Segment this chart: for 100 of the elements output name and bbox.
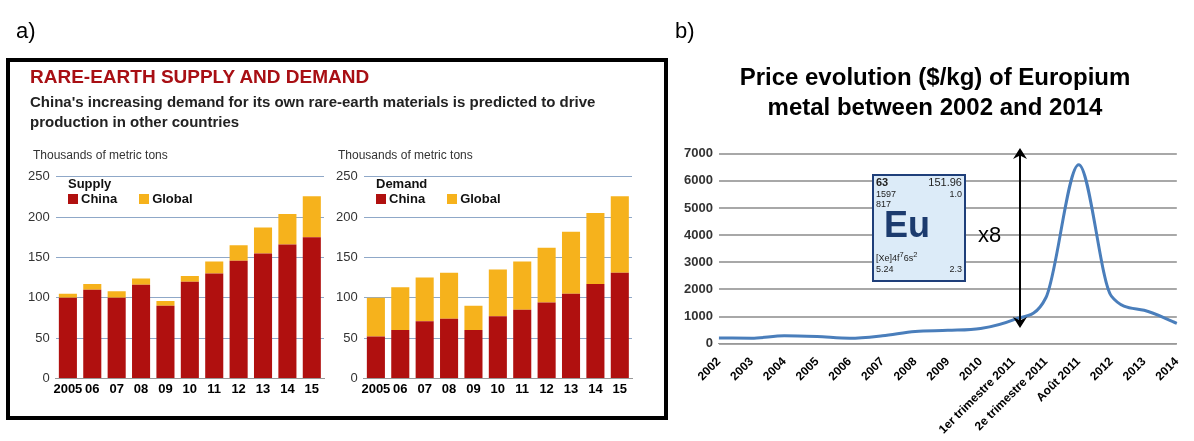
annotation: 63 [876, 176, 889, 188]
bar [83, 289, 102, 378]
chart-title: Price evolution ($/kg) of Europium metal between 2002 and 2014 [738, 62, 1132, 122]
legend-title: Demand [376, 176, 429, 191]
bar [415, 277, 434, 322]
bar [253, 253, 273, 378]
x-tick-label: 11 [515, 380, 530, 396]
x-tick-label: 08 [133, 380, 149, 396]
legend-label: Global [459, 191, 501, 206]
y-tick-label: 100 [335, 289, 358, 305]
bar [366, 336, 385, 378]
x-tick-label: 12 [231, 380, 246, 396]
x-tick-label: 13 [255, 380, 271, 396]
bar [205, 261, 224, 274]
y-tick-label: 150 [27, 249, 50, 265]
bar [513, 261, 532, 310]
bar [537, 247, 556, 303]
bar [156, 300, 175, 306]
bar [488, 269, 507, 317]
y-tick-label: 50 [35, 329, 50, 345]
bar [83, 284, 102, 290]
chart-title: RARE-EARTH SUPPLY AND DEMAND [30, 66, 371, 88]
annotation: 5.24 [876, 264, 894, 274]
annotation: 817 [876, 199, 892, 209]
bar [229, 260, 248, 378]
x-tick-label: 06 [85, 380, 100, 396]
annotation: 2.3 [949, 264, 962, 274]
x-tick-label: 2005 [53, 380, 83, 396]
y-tick-label: 100 [27, 289, 50, 305]
y-tick-label: 1000 [684, 308, 713, 324]
bar [415, 321, 434, 378]
bar [156, 305, 175, 378]
bar [561, 293, 581, 378]
bar [440, 272, 459, 319]
bar [391, 330, 410, 378]
y-tick-label: 3000 [684, 253, 713, 269]
bar [253, 227, 273, 254]
bar [107, 297, 126, 378]
legend-label: China [80, 191, 118, 206]
bar [278, 244, 297, 378]
annotation: 1.0 [949, 189, 962, 199]
bar [132, 284, 151, 378]
bar [205, 273, 224, 378]
bar [302, 237, 321, 378]
y-axis-title: Thousands of metric tons [338, 148, 473, 162]
y-tick-label: 0 [705, 335, 713, 351]
legend-title: Supply [68, 176, 113, 191]
bar [464, 330, 483, 378]
x-tick-label: 15 [304, 380, 320, 396]
line-series [717, 163, 1179, 340]
bar [586, 213, 605, 285]
annotation: 1597 [876, 189, 897, 199]
y-tick-label: 7000 [684, 145, 713, 161]
y-tick-label: 6000 [684, 172, 713, 188]
bar [464, 305, 483, 331]
bar [180, 275, 199, 282]
x-tick-label: 08 [441, 380, 457, 396]
y-tick-label: 50 [343, 329, 358, 345]
annotation: 151.96 [928, 176, 962, 188]
bar [440, 318, 459, 378]
y-tick-label: 150 [335, 249, 358, 265]
bar [488, 316, 507, 378]
bar [132, 278, 151, 285]
bar [610, 272, 629, 378]
y-tick-label: 5000 [684, 199, 713, 215]
chart-subtitle: China's increasing demand for its own rare-earth materials is predicted to drive production in other countries [30, 92, 597, 132]
bar [180, 281, 199, 378]
bar [302, 196, 321, 238]
bar [537, 302, 556, 378]
x-tick-label: 15 [612, 380, 628, 396]
x-tick-label: 12 [539, 380, 554, 396]
bar [586, 284, 605, 378]
bar [513, 309, 532, 378]
y-tick-label: 4000 [684, 226, 713, 242]
y-tick-label: 200 [335, 208, 358, 224]
bar [366, 297, 385, 337]
bar [58, 297, 77, 378]
bar [229, 245, 248, 261]
x-tick-label: 14 [588, 380, 604, 396]
bar [610, 196, 629, 273]
annotation: x8 [978, 222, 1002, 248]
y-tick-label: 0 [350, 369, 358, 385]
text: a) [16, 18, 36, 44]
y-tick-label: 0 [42, 369, 50, 385]
x-tick-label: 10 [490, 380, 506, 396]
bar [107, 291, 126, 298]
legend-label: Global [151, 191, 193, 206]
y-tick-label: 250 [335, 168, 358, 184]
legend-label: China [388, 191, 426, 206]
bar [391, 287, 410, 331]
x-tick-label: 09 [158, 380, 173, 396]
x-tick-label: 14 [280, 380, 296, 396]
bar [58, 293, 77, 298]
bar [561, 231, 581, 294]
y-tick-label: 250 [27, 168, 50, 184]
x-tick-label: 09 [466, 380, 481, 396]
x-tick-label: 2005 [361, 380, 391, 396]
x-tick-label: 06 [393, 380, 408, 396]
x-tick-label: 07 [417, 380, 432, 396]
y-tick-label: 2000 [684, 280, 713, 296]
